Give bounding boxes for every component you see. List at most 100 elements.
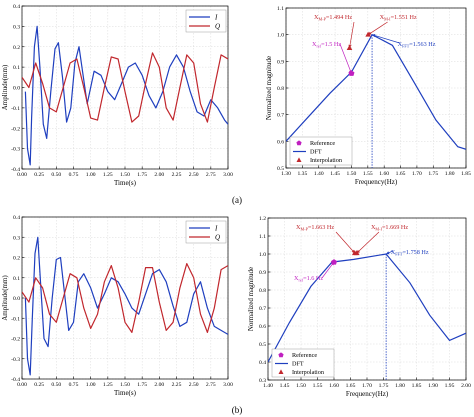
x-tick-label: 1.00 [86,172,96,178]
x-tick-label: 1.65 [346,383,356,389]
x-tick-label: 1.35 [297,171,307,177]
legend-label-Q: Q [215,23,220,31]
annotation-arrowhead [372,34,376,38]
annotation-label: XM-P=1.494 Hz [314,14,352,22]
y-tick-label: 0.5 [259,342,266,348]
y-axis-label: Normalized magnitude [247,267,255,331]
y-tick-label: 0.6 [259,324,266,330]
annotation-arrow [367,21,388,35]
x-tick-label: 0.75 [69,382,79,388]
annotation-arrow [371,34,400,44]
series-line-I [24,25,228,166]
x-tick-label: 0.50 [51,172,61,178]
x-tick-label: 2.00 [461,383,471,389]
annotation-label: Xref=1.5 Hz [312,41,341,49]
annotation-arrowhead [386,251,390,255]
y-tick-label: -0.4 [11,167,20,173]
y-tick-label: 0.5 [277,166,284,172]
y-tick-label: -0.1 [11,316,20,322]
interpolation-point [353,250,360,256]
series-line-Q [22,52,228,123]
legend-label: Reference [310,140,335,147]
y-tick-label: 1.1 [259,234,266,240]
x-tick-label: 1.75 [137,382,147,388]
y-tick-label: 0.3 [13,235,20,241]
y-tick-label: 0.1 [13,65,20,71]
legend-label: Reference [292,352,317,359]
y-tick-label: 0.6 [277,139,284,145]
annotation-arrow [349,21,355,49]
y-axis-label: Amplitude(mm) [1,275,9,321]
x-tick-label: 1.55 [313,383,323,389]
annotation-label: XFFT=1.758 Hz [391,249,429,257]
x-tick-label: 0.00 [17,172,27,178]
x-tick-label: 2.00 [154,382,164,388]
dft-line [268,253,466,363]
x-tick-label: 1.90 [428,383,438,389]
y-tick-label: 1.0 [277,33,284,39]
y-tick-label: -0.2 [11,126,20,132]
x-axis-label: Frequency(Hz) [355,178,398,186]
y-tick-label: -0.3 [11,147,20,153]
x-tick-label: 2.50 [189,172,199,178]
legend-label-Q: Q [215,234,220,242]
plot-frame [285,7,467,169]
legend-marker-interpolation [296,157,302,162]
x-tick-label: 2.25 [172,382,182,388]
annotation-label: Xref=1.6 Hz [294,275,323,283]
annotation-arrow [339,43,352,74]
x-tick-label: 0.25 [34,382,44,388]
y-axis-label: Amplitude(mm) [1,64,9,110]
x-tick-label: 3.00 [223,172,233,178]
y-tick-label: 0.9 [277,59,284,65]
y-tick-label: 0.4 [259,360,266,366]
annotation-arrowhead [330,262,334,266]
x-tick-label: 2.00 [154,172,164,178]
series-line-Q [22,263,228,333]
x-tick-label: 1.45 [330,171,340,177]
x-tick-label: 1.00 [86,382,96,388]
annotation-arrowhead [348,44,352,48]
x-tick-label: 1.80 [445,171,455,177]
panel-label-a: (a) [232,195,242,205]
x-tick-label: 1.80 [395,383,405,389]
x-tick-label: 1.40 [263,383,273,389]
y-tick-label: 0.4 [13,4,20,10]
legend-label: Interpolation [292,369,324,376]
y-tick-label: -0.2 [11,337,20,343]
annotation-label: XM-I=1.551 Hz [380,14,417,22]
y-axis-label: Normalized magnitude [265,56,273,120]
annotation-arrowhead [348,69,352,74]
x-tick-label: 2.75 [206,172,216,178]
x-tick-label: 1.75 [379,383,389,389]
y-tick-label: 0.7 [277,113,284,119]
legend-marker-reference [296,140,302,146]
y-tick-label: 0.3 [259,378,266,384]
y-tick-label: -0.1 [11,106,20,112]
x-tick-label: 0.00 [17,382,27,388]
y-tick-label: 0.7 [259,306,266,312]
legend-label-I: I [214,225,218,233]
x-tick-label: 2.75 [206,382,216,388]
y-tick-label: 0.9 [259,270,266,276]
x-tick-label: 1.40 [314,171,324,177]
x-tick-label: 1.95 [445,383,455,389]
y-tick-label: 0.8 [277,86,284,92]
y-tick-label: 0.2 [13,45,20,51]
dft-line [286,33,466,150]
y-tick-label: -0.3 [11,357,20,363]
y-tick-label: 1.2 [259,216,266,222]
x-tick-label: 1.50 [120,172,130,178]
x-tick-label: 1.30 [281,171,291,177]
chart-panel-a-right: 1.30 1.35 1.40 1.45 1.50 1.55 1.60 1.65 1.70 1.75… [265,6,471,186]
x-tick-label: 1.60 [379,171,389,177]
legend-marker-reference [278,352,284,358]
x-tick-label: 1.70 [362,383,372,389]
x-tick-label: 1.55 [363,171,373,177]
panel-label-b: (b) [232,405,243,415]
x-tick-label: 0.50 [51,382,61,388]
legend-label: DFT [310,149,322,156]
chart-panel-b-left: 0.00 0.25 0.50 0.75 1.00 1.25 1.50 1.75 2.00 2.25… [1,215,233,397]
legend-label: Interpolation [310,157,342,164]
